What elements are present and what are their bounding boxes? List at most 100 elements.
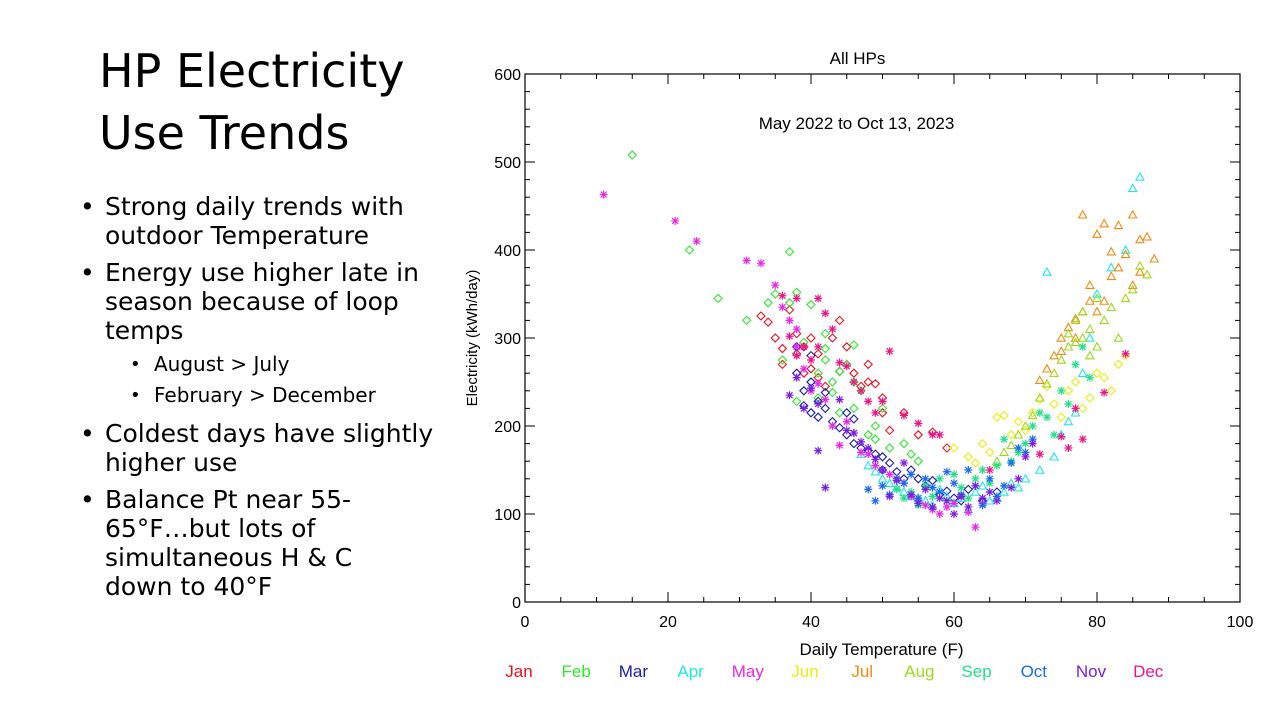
data-point-feb — [770, 289, 781, 299]
data-point-apr — [1077, 368, 1088, 377]
data-point-jul — [1127, 209, 1138, 219]
slide-title-line-2: Use Trends — [99, 106, 350, 160]
data-point-feb — [791, 396, 802, 407]
data-point-nov — [1021, 452, 1030, 461]
data-point-dec — [842, 362, 851, 371]
data-point-feb — [741, 315, 752, 326]
data-point-oct — [1014, 444, 1023, 452]
data-point-jun — [1113, 359, 1124, 370]
data-point-jun — [1049, 399, 1059, 409]
data-point-feb — [834, 366, 845, 377]
data-point-may — [942, 502, 951, 511]
data-point-aug — [1006, 440, 1017, 450]
data-point-jul — [1092, 229, 1102, 238]
data-point-dec — [814, 294, 823, 303]
data-point-nov — [857, 437, 866, 446]
data-point-jul — [1084, 280, 1095, 289]
data-point-jul — [1113, 220, 1124, 230]
data-point-jul — [1099, 295, 1110, 305]
data-point-jul — [1070, 332, 1081, 342]
data-point-jan — [827, 333, 838, 343]
data-point-oct — [878, 481, 887, 490]
data-point-dec — [1064, 444, 1073, 452]
x-axis-label: Daily Temperature (F) — [799, 640, 963, 659]
data-point-aug — [1077, 332, 1088, 342]
data-point-jul — [1106, 246, 1117, 256]
legend-item-oct: Oct — [1021, 662, 1048, 681]
chart-annotation: May 2022 to Oct 13, 2023 — [759, 114, 955, 133]
data-point-sep — [985, 479, 994, 488]
data-point-sep — [1057, 386, 1066, 395]
data-point-dec — [778, 291, 787, 300]
data-point-feb — [906, 449, 916, 459]
data-point-mar — [927, 475, 938, 486]
data-point-mar — [813, 412, 823, 422]
data-point-oct — [992, 492, 1001, 501]
data-point-aug — [1063, 341, 1074, 351]
data-point-mar — [913, 474, 924, 484]
bullet-list: Strong daily trends with outdoor Tempera… — [80, 192, 470, 609]
data-point-aug — [1084, 350, 1095, 360]
data-point-may — [742, 256, 751, 265]
data-point-apr — [1084, 332, 1095, 342]
data-point-sep — [892, 485, 901, 494]
data-point-oct — [907, 470, 916, 479]
data-point-apr — [1013, 482, 1024, 492]
data-point-feb — [713, 293, 723, 304]
data-point-apr — [977, 480, 988, 490]
bullet-item: Strong daily trends with outdoor Tempera… — [80, 192, 470, 250]
y-axis-label: Electricity (kWh/day) — [464, 270, 481, 407]
data-point-feb — [834, 408, 845, 418]
y-tick-label: 500 — [494, 155, 521, 172]
data-point-oct — [899, 479, 908, 488]
y-tick-label: 0 — [512, 595, 521, 612]
data-point-jun — [1063, 386, 1074, 396]
data-point-jun — [1092, 368, 1102, 378]
data-point-dec — [878, 397, 887, 406]
data-point-may — [950, 499, 958, 508]
legend-item-may: May — [732, 662, 765, 681]
data-point-jun — [999, 410, 1009, 421]
data-point-may — [599, 190, 608, 199]
data-point-apr — [1092, 288, 1102, 298]
data-point-aug — [1127, 284, 1138, 294]
data-point-apr — [1049, 451, 1060, 461]
data-point-nov — [978, 494, 987, 503]
data-point-aug — [1034, 392, 1045, 402]
legend-item-jul: Jul — [851, 662, 873, 681]
data-point-dec — [792, 351, 801, 360]
data-point-jun — [1106, 386, 1117, 396]
data-point-may — [885, 470, 894, 479]
data-point-jun — [1013, 416, 1024, 427]
data-point-jan — [806, 333, 816, 343]
data-point-nov — [842, 426, 851, 435]
data-point-feb — [820, 355, 831, 365]
data-point-dec — [792, 294, 801, 303]
data-point-nov — [814, 446, 823, 455]
data-point-may — [921, 501, 930, 510]
data-point-aug — [1070, 315, 1081, 325]
data-point-may — [792, 342, 801, 351]
y-tick-label: 300 — [494, 331, 521, 348]
data-point-oct — [1021, 448, 1030, 457]
data-point-jun — [1085, 393, 1095, 403]
data-point-jan — [820, 381, 831, 392]
data-point-dec — [914, 419, 923, 428]
data-point-may — [671, 216, 680, 225]
data-point-nov — [942, 496, 951, 505]
data-point-may — [792, 325, 801, 334]
data-point-aug — [1142, 269, 1152, 279]
data-point-oct — [921, 474, 930, 483]
bullet-text: Strong daily trends with outdoor Tempera… — [105, 192, 404, 250]
data-point-feb — [870, 434, 881, 444]
data-point-aug — [1113, 332, 1124, 342]
legend-item-jan: Jan — [505, 662, 532, 681]
data-point-jun — [1006, 430, 1016, 440]
data-point-sep — [1042, 413, 1051, 422]
data-point-dec — [928, 430, 937, 439]
data-point-aug — [1056, 354, 1067, 364]
data-point-jan — [942, 443, 952, 453]
data-point-feb — [763, 298, 773, 308]
data-point-dec — [835, 358, 844, 367]
chart-title: All HPs — [830, 49, 886, 68]
